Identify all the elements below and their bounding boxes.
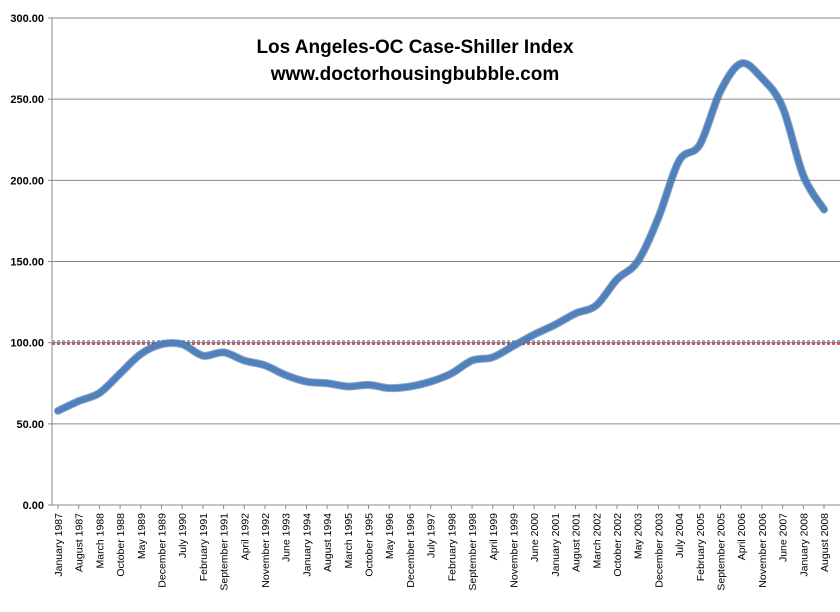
- y-tick-label: 100.00: [10, 338, 44, 350]
- x-tick-label: May 1989: [136, 513, 148, 559]
- x-tick-label: March 2002: [591, 513, 603, 569]
- x-tick-label: November 2006: [757, 513, 769, 588]
- x-tick-label: August 2001: [571, 513, 583, 572]
- x-tick-label: May 1996: [384, 513, 396, 559]
- series-layer: [54, 59, 828, 415]
- x-tick-label: September 1998: [467, 513, 479, 591]
- x-tick-label: July 1990: [177, 513, 189, 558]
- chart-subtitle: www.doctorhousingbubble.com: [270, 64, 560, 85]
- x-tick-label: August 1987: [74, 513, 86, 572]
- x-tick-label: March 1995: [343, 513, 355, 569]
- y-tick-label: 50.00: [16, 419, 44, 431]
- x-tick-label: April 1992: [239, 513, 251, 560]
- x-tick-label: December 1996: [405, 513, 417, 588]
- x-tick-label: December 2003: [653, 513, 665, 588]
- x-tick-label: April 2006: [736, 513, 748, 560]
- x-tick-label: January 2008: [798, 513, 810, 577]
- x-tick-label: June 2007: [778, 513, 790, 562]
- x-tick-label: October 1988: [115, 513, 127, 577]
- y-axis-ticks: 0.00 50.00 100.00 150.00 200.00 250.00 300.00: [10, 13, 52, 512]
- x-tick-label: February 2005: [695, 513, 707, 581]
- x-tick-label: June 1993: [281, 513, 293, 562]
- x-tick-label: January 1994: [301, 513, 313, 577]
- x-tick-label: January 2001: [550, 513, 562, 577]
- x-tick-label: April 1999: [488, 513, 500, 560]
- chart-title: Los Angeles-OC Case-Shiller Index: [256, 37, 574, 58]
- x-tick-label: October 1995: [364, 513, 376, 577]
- x-tick-label: September 1991: [219, 513, 231, 591]
- x-tick-label: March 1988: [94, 513, 106, 569]
- x-tick-label: August 1994: [322, 513, 334, 572]
- y-tick-label: 300.00: [10, 13, 44, 25]
- x-tick-label: November 1999: [508, 513, 520, 588]
- x-tick-label: July 1997: [426, 513, 438, 558]
- x-tick-label: June 2000: [529, 513, 541, 562]
- x-tick-label: August 2008: [819, 513, 831, 572]
- x-tick-label: December 1989: [157, 513, 169, 588]
- x-tick-label: February 1991: [198, 513, 210, 581]
- y-tick-label: 150.00: [10, 257, 44, 269]
- x-tick-label: July 2004: [674, 513, 686, 558]
- x-axis-ticks: January 1987 August 1987 March 1988 October…: [53, 505, 831, 591]
- series-line: [55, 60, 827, 414]
- y-tick-label: 0.00: [23, 500, 44, 512]
- y-tick-label: 200.00: [10, 175, 44, 187]
- x-tick-label: October 2002: [612, 513, 624, 577]
- x-tick-label: November 1992: [260, 513, 272, 588]
- x-tick-label: January 1987: [53, 513, 65, 577]
- x-tick-label: September 2005: [715, 513, 727, 591]
- x-tick-label: February 1998: [446, 513, 458, 581]
- y-tick-label: 250.00: [10, 94, 44, 106]
- x-tick-label: May 2003: [633, 513, 645, 559]
